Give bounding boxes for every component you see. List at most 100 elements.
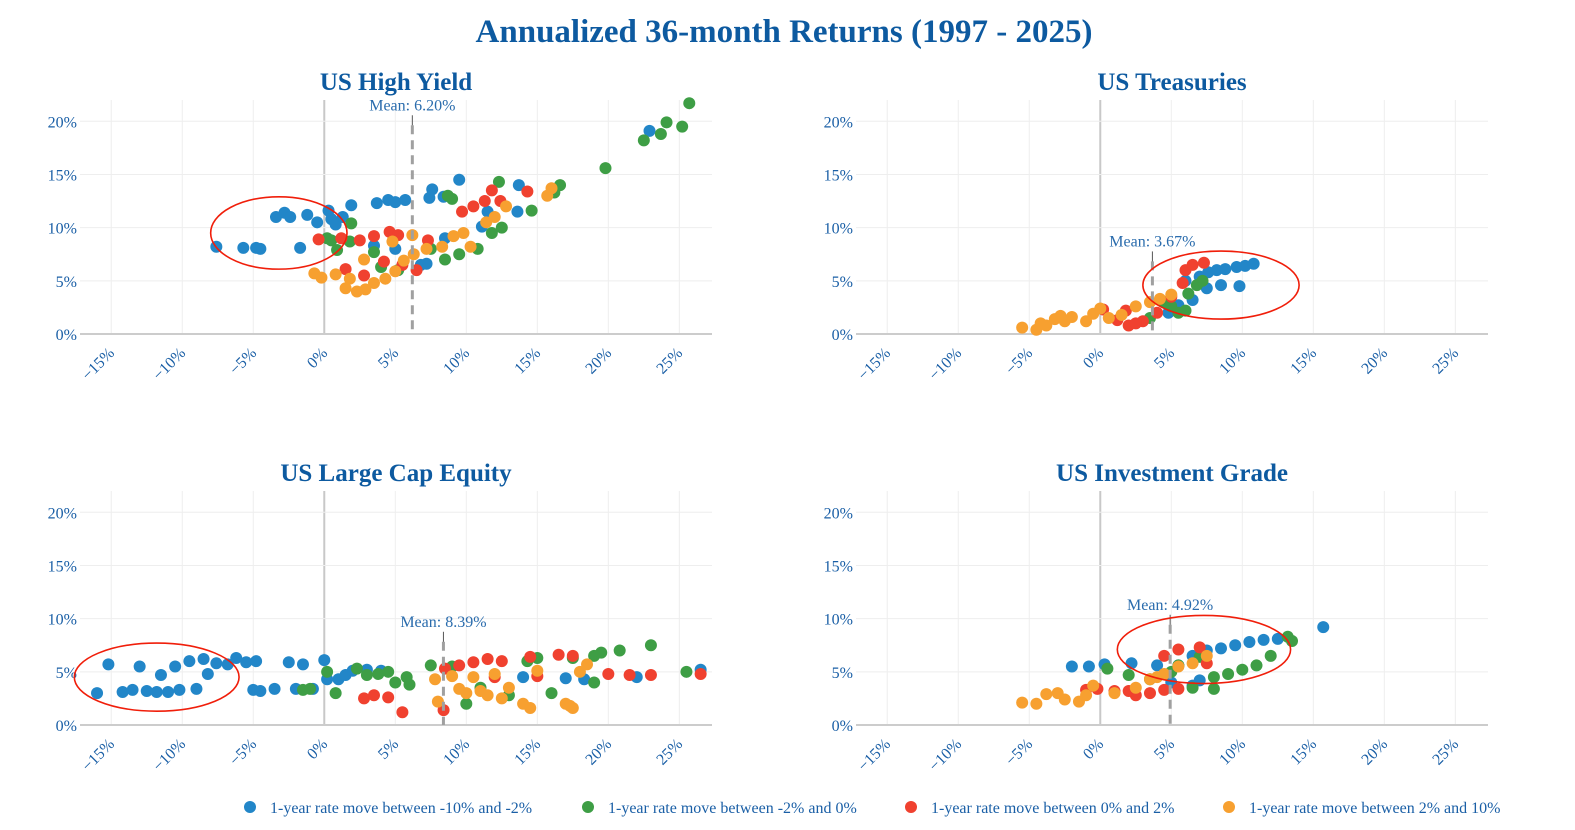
data-point xyxy=(1172,643,1185,656)
y-tick-label: 20% xyxy=(824,505,853,522)
x-tick-label: −10% xyxy=(150,736,189,775)
data-point xyxy=(1172,682,1185,695)
data-point xyxy=(1080,689,1093,702)
legend-item[interactable]: 1-year rate move between -10% and -2% xyxy=(244,800,532,817)
data-point xyxy=(318,654,331,667)
panel-title: US Investment Grade xyxy=(1056,460,1288,487)
data-point xyxy=(446,192,459,205)
data-point xyxy=(1065,660,1078,673)
mean-label: Mean: 3.67% xyxy=(1109,233,1195,250)
data-point xyxy=(360,669,373,682)
data-point xyxy=(1197,256,1210,269)
data-point xyxy=(566,701,579,714)
y-tick-label: 5% xyxy=(832,274,853,291)
data-point xyxy=(91,687,104,700)
data-point xyxy=(1034,317,1047,330)
y-tick-label: 0% xyxy=(56,327,77,344)
data-point xyxy=(1250,659,1263,672)
legend-marker xyxy=(582,801,594,813)
data-point xyxy=(1115,308,1128,321)
data-point xyxy=(1016,321,1029,334)
data-point xyxy=(492,175,505,188)
x-tick-label: −15% xyxy=(79,345,118,384)
data-point xyxy=(1151,659,1164,672)
data-point xyxy=(457,226,470,239)
data-point xyxy=(581,658,594,671)
x-tick-label: 5% xyxy=(375,345,402,372)
data-point xyxy=(284,211,297,223)
data-point xyxy=(654,128,667,141)
legend-label: 1-year rate move between 0% and 2% xyxy=(931,800,1174,817)
data-point xyxy=(531,664,544,677)
panel-title: US High Yield xyxy=(320,69,472,96)
x-tick-label: 20% xyxy=(582,736,615,769)
data-point xyxy=(637,134,650,147)
x-tick-label: −10% xyxy=(150,345,189,384)
legend-item[interactable]: 1-year rate move between -2% and 0% xyxy=(582,800,857,817)
data-point xyxy=(353,234,366,247)
data-point xyxy=(1214,279,1227,292)
data-point xyxy=(210,657,223,670)
data-point xyxy=(426,183,439,196)
data-point xyxy=(436,240,449,253)
data-point xyxy=(296,658,309,671)
y-tick-label: 15% xyxy=(48,558,77,575)
y-tick-label: 5% xyxy=(832,665,853,682)
data-point xyxy=(660,116,673,129)
data-point xyxy=(329,268,342,281)
data-point xyxy=(150,686,163,699)
x-tick-label: −15% xyxy=(79,736,118,775)
data-point xyxy=(367,689,380,702)
data-point xyxy=(1058,315,1071,328)
data-point xyxy=(1207,682,1220,695)
data-point xyxy=(370,197,383,210)
data-point xyxy=(431,695,444,708)
data-point xyxy=(524,650,537,663)
data-point xyxy=(140,684,153,697)
data-point xyxy=(512,179,525,192)
data-point xyxy=(429,673,442,686)
y-tick-label: 10% xyxy=(48,221,77,238)
data-point xyxy=(331,243,344,256)
data-point xyxy=(511,205,524,218)
data-point xyxy=(102,658,115,671)
data-point xyxy=(643,124,656,137)
data-point xyxy=(358,253,371,266)
y-tick-label: 15% xyxy=(48,167,77,184)
data-point xyxy=(524,701,537,714)
x-tick-label: 0% xyxy=(1080,345,1107,372)
data-point xyxy=(1243,636,1256,649)
data-point xyxy=(1172,660,1185,673)
x-tick-label: 5% xyxy=(375,736,402,763)
data-point xyxy=(1016,696,1029,709)
data-point xyxy=(379,272,392,285)
data-point xyxy=(623,669,636,682)
x-tick-label: −15% xyxy=(855,345,894,384)
x-tick-label: 5% xyxy=(1151,345,1178,372)
data-point xyxy=(467,200,480,213)
panel-us-investment-grade: US Investment Grade −15% −10% −5% 0% 5% 10% 15%… xyxy=(824,460,1488,775)
data-point xyxy=(230,651,243,664)
x-tick-label: 15% xyxy=(511,736,544,769)
data-point xyxy=(1229,639,1242,652)
data-point xyxy=(1153,292,1166,305)
y-tick-label: 20% xyxy=(48,505,77,522)
data-point xyxy=(453,248,466,261)
data-point xyxy=(1129,300,1142,313)
data-point xyxy=(1080,315,1093,328)
data-point xyxy=(1094,302,1107,315)
y-tick-label: 5% xyxy=(56,274,77,291)
highlight-ellipse xyxy=(209,195,348,270)
x-tick-label: 20% xyxy=(1358,736,1391,769)
legend-item[interactable]: 1-year rate move between 2% and 10% xyxy=(1223,800,1500,817)
legend-item[interactable]: 1-year rate move between 0% and 2% xyxy=(905,800,1174,817)
data-point xyxy=(301,208,314,221)
data-point xyxy=(447,230,460,243)
data-point xyxy=(1176,276,1189,289)
data-point xyxy=(1165,288,1178,301)
data-point xyxy=(329,687,342,700)
x-tick-label: −5% xyxy=(227,736,260,769)
data-point xyxy=(329,218,342,231)
data-point xyxy=(1219,263,1232,276)
data-point xyxy=(345,199,358,212)
